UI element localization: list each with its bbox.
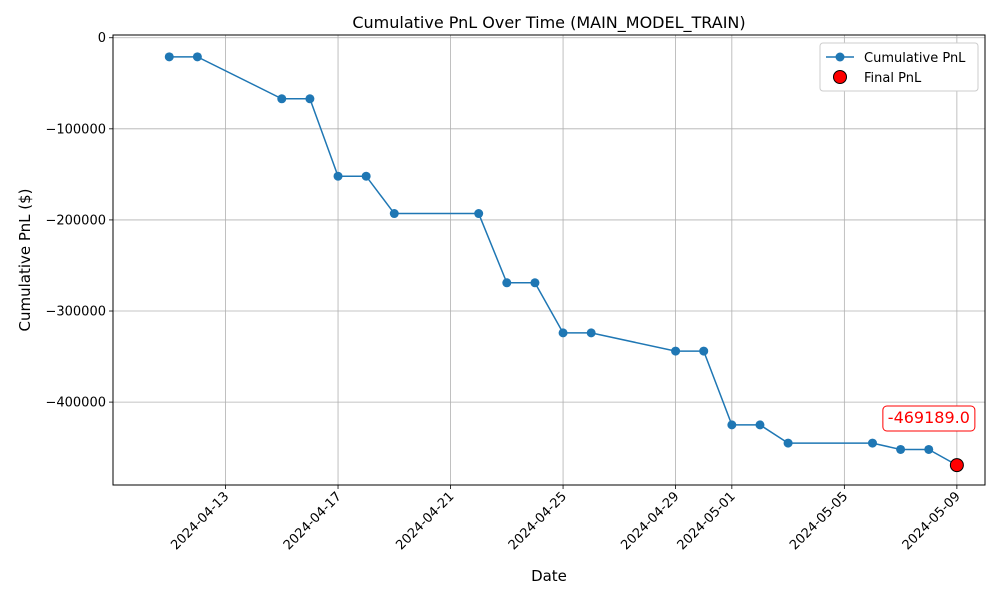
- data-point-cumulative-pnl: [333, 171, 343, 181]
- legend-marker-final-pnl: [833, 70, 847, 84]
- data-point-cumulative-pnl: [586, 328, 596, 338]
- final-pnl-annotation: -469189.0: [882, 405, 976, 432]
- legend-box: [819, 42, 979, 92]
- x-tick-label: 2024-04-25: [506, 489, 570, 553]
- data-point-cumulative-pnl: [502, 278, 512, 288]
- legend-label-cumulative-pnl: Cumulative PnL: [864, 51, 966, 66]
- data-point-cumulative-pnl: [305, 94, 315, 104]
- y-tick-label: −200000: [45, 213, 106, 228]
- data-point-cumulative-pnl: [783, 438, 793, 448]
- data-point-cumulative-pnl: [164, 52, 174, 62]
- legend: Cumulative PnL Final PnL: [819, 42, 979, 92]
- y-axis-ticks: 0 −100000 −200000 −300000 −400000: [45, 31, 113, 411]
- y-tick-label: −400000: [45, 396, 106, 411]
- data-point-cumulative-pnl: [924, 444, 934, 454]
- data-point-cumulative-pnl: [192, 52, 202, 62]
- data-point-cumulative-pnl: [755, 420, 765, 430]
- data-point-cumulative-pnl: [867, 438, 877, 448]
- x-tick-label: 2024-04-17: [281, 489, 345, 553]
- data-point-cumulative-pnl: [727, 420, 737, 430]
- y-axis-label: Cumulative PnL ($): [16, 188, 34, 331]
- data-point-cumulative-pnl: [896, 444, 906, 454]
- x-tick-label: 2024-04-13: [168, 489, 232, 553]
- y-tick-label: −100000: [45, 122, 106, 137]
- data-point-cumulative-pnl: [474, 209, 484, 219]
- data-point-cumulative-pnl: [558, 328, 568, 338]
- x-tick-label: 2024-04-21: [393, 489, 457, 553]
- data-point-cumulative-pnl: [671, 346, 681, 356]
- y-tick-label: 0: [98, 31, 106, 46]
- x-tick-label: 2024-04-29: [618, 489, 682, 553]
- y-tick-label: −300000: [45, 305, 106, 320]
- legend-label-final-pnl: Final PnL: [864, 71, 922, 86]
- data-point-cumulative-pnl: [699, 346, 709, 356]
- grid-lines: [113, 35, 985, 485]
- data-point-cumulative-pnl: [389, 209, 399, 219]
- plot-area-frame: [112, 34, 986, 486]
- data-point-final-pnl: [949, 458, 964, 473]
- legend-marker-cumulative-pnl: [835, 52, 845, 62]
- annotation-text: -469189.0: [888, 408, 970, 427]
- x-tick-label: 2024-05-05: [787, 489, 851, 553]
- annotation-box: [882, 405, 976, 432]
- data-point-layer: [164, 52, 964, 473]
- chart-title: Cumulative PnL Over Time (MAIN_MODEL_TRA…: [352, 13, 745, 33]
- x-tick-label: 2024-05-09: [900, 489, 964, 553]
- x-tick-label: 2024-05-01: [675, 489, 739, 553]
- x-axis-label: Date: [531, 567, 567, 585]
- x-axis-ticks: 2024-04-13 2024-04-17 2024-04-21 2024-04-25…: [168, 485, 964, 553]
- data-point-cumulative-pnl: [277, 94, 287, 104]
- data-point-cumulative-pnl: [530, 278, 540, 288]
- data-point-cumulative-pnl: [361, 171, 371, 181]
